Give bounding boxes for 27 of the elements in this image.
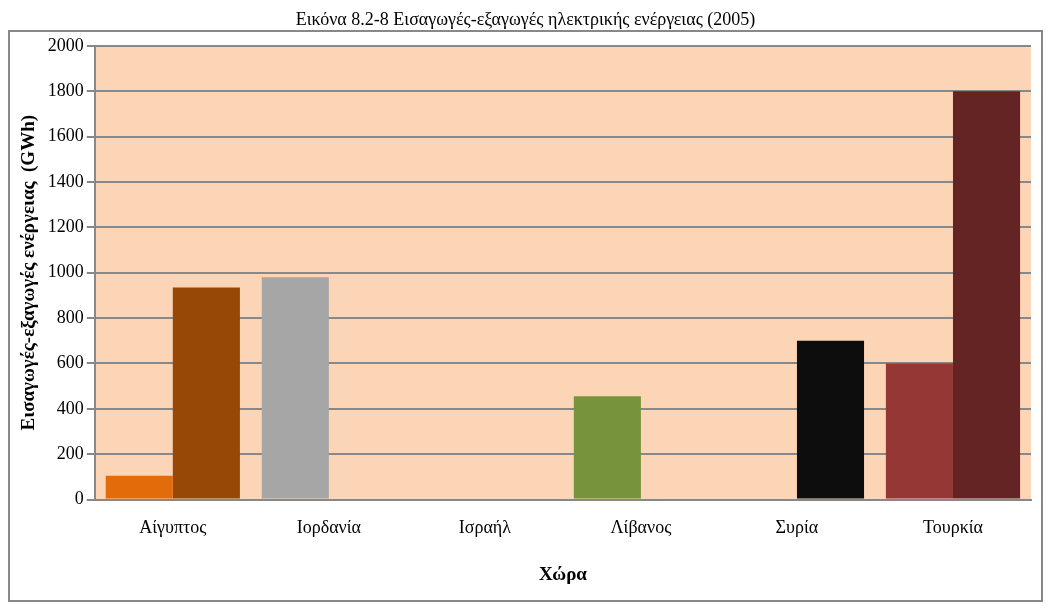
x-tick-label: Συρία bbox=[775, 517, 819, 538]
y-tick-label: 1000 bbox=[47, 261, 84, 282]
y-tick-label: 400 bbox=[56, 397, 84, 418]
bar bbox=[261, 277, 329, 499]
y-tick-label: 2000 bbox=[47, 34, 84, 55]
y-tick-label: 1200 bbox=[47, 216, 84, 237]
chart-title: Εικόνα 8.2-8 Εισαγωγές-εξαγωγές ηλεκτρικής ενέργειας (2005) bbox=[294, 8, 757, 30]
bar bbox=[796, 340, 865, 499]
y-tick-label: 1600 bbox=[47, 125, 84, 146]
x-tick-label: Τουρκία bbox=[922, 517, 984, 538]
x-tick-label: Ισραήλ bbox=[458, 517, 512, 538]
y-tick-label: 800 bbox=[56, 306, 84, 327]
x-tick-label: Ιορδανία bbox=[296, 517, 362, 538]
y-tick-label: 0 bbox=[74, 488, 84, 509]
y-tick-label: 600 bbox=[56, 352, 84, 373]
bar bbox=[573, 396, 641, 499]
y-tick-label: 200 bbox=[56, 442, 84, 463]
x-axis-title: Χώρα bbox=[538, 562, 588, 584]
bar bbox=[105, 475, 173, 499]
y-tick-label: 1800 bbox=[47, 79, 84, 100]
bar bbox=[952, 91, 1021, 499]
bar bbox=[885, 363, 953, 499]
y-tick-label: 1400 bbox=[47, 170, 84, 191]
bar bbox=[172, 287, 240, 499]
x-tick-label: Αίγυπτος bbox=[139, 517, 207, 538]
y-axis-title: Εισαγωγές-εξαγωγές ενέργειας (GWh) bbox=[17, 114, 40, 431]
x-tick-label: Λίβανος bbox=[610, 517, 672, 538]
